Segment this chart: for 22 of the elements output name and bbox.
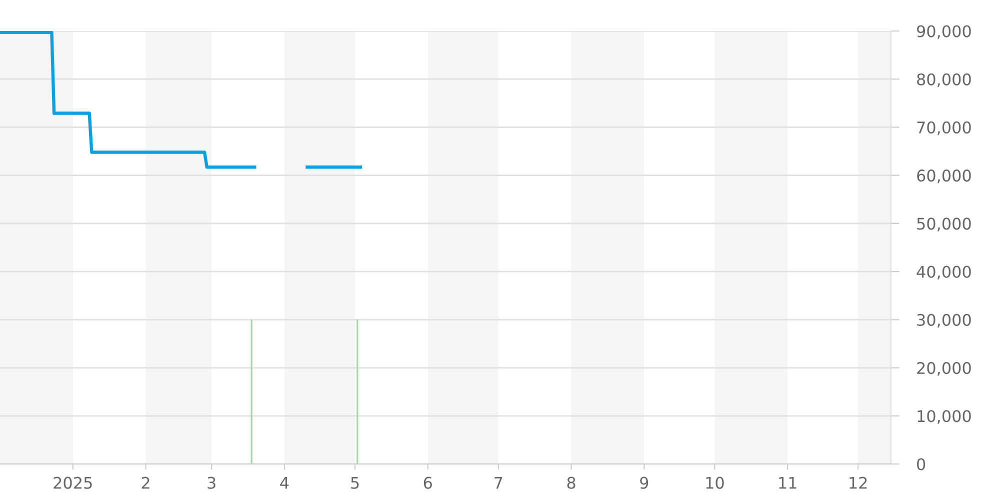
x-tick-label: 2025 (54, 476, 92, 489)
y-tick-label: 20,000 (917, 362, 971, 376)
x-tick-label: 2 (142, 476, 150, 489)
x-tick-label: 12 (850, 476, 867, 489)
y-tick-label: 80,000 (917, 73, 971, 88)
y-tick-label: 10,000 (918, 410, 971, 424)
x-tick-label: 7 (494, 476, 502, 489)
x-tick-label: 9 (640, 476, 648, 489)
x-tick-label: 3 (208, 476, 216, 489)
x-tick-label: 5 (351, 476, 359, 489)
y-tick-label: 40,000 (916, 266, 971, 280)
y-tick-label: 60,000 (917, 170, 971, 184)
x-tick-label: 11 (779, 476, 796, 489)
x-tick-label: 4 (280, 476, 289, 489)
y-tick-label: 30,000 (917, 314, 971, 328)
y-tick-label: 0 (917, 458, 926, 470)
x-tick-label: 6 (424, 476, 432, 489)
y-tick-label: 70,000 (917, 121, 971, 136)
y-tick-label: 50,000 (917, 218, 971, 232)
y-tick-label: 90,000 (917, 25, 971, 39)
x-tick-label: 8 (567, 476, 576, 489)
x-tick-label: 10 (706, 476, 724, 489)
